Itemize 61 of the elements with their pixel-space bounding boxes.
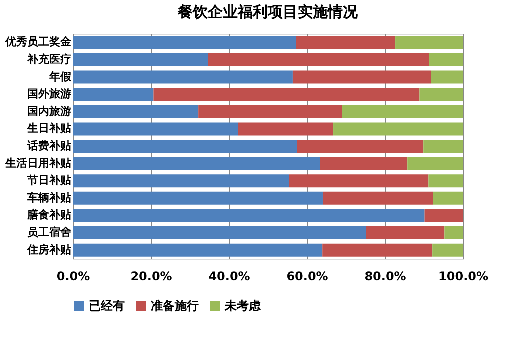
x-tick-label: 0.0% [56,270,90,284]
bar [408,157,463,170]
bar [322,244,433,257]
bar [73,122,238,136]
bar [396,36,463,50]
bar [420,88,463,102]
bar [444,226,463,240]
bar [73,105,199,118]
bar [73,70,293,84]
y-tick-label: 生日补贴 [26,122,72,136]
y-tick-label: 车辆补贴 [26,191,72,204]
legend-label: 准备施行 [151,299,199,313]
bar [366,226,445,240]
chart-title: 餐饮企业福利项目实施情况 [177,3,359,21]
y-tick-label: 优秀员工奖金 [4,36,72,49]
bar [73,36,296,50]
y-tick-label: 年假 [48,70,72,84]
y-tick-label: 节日补贴 [26,174,72,188]
bar [432,244,463,257]
y-tick-label: 国内旅游 [28,104,72,118]
y-tick-label: 住房补贴 [26,243,72,256]
bar [73,226,366,240]
bar [322,192,434,205]
y-tick-label: 补充医疗 [26,52,72,66]
legend-label: 已经有 [89,299,125,313]
bar [73,174,290,188]
x-tick-label: 100.0% [438,270,488,284]
x-tick-label: 60.0% [286,270,328,284]
bar [73,192,323,205]
bar [73,53,208,66]
bar [154,88,420,102]
bar [424,209,463,222]
bar [320,157,408,170]
bar [292,70,432,84]
bar [429,53,463,66]
y-tick-label: 员工宿舍 [28,226,72,240]
bar [73,244,323,257]
y-tick-label: 膳食补贴 [26,208,72,222]
bar [431,70,463,84]
bar [73,209,425,222]
y-tick-label: 生活日用补贴 [4,156,72,170]
bar [342,105,463,118]
bar [208,53,430,66]
bar [428,174,463,188]
bar [238,122,334,136]
bar [424,140,463,153]
bar [289,174,429,188]
bar [297,140,424,153]
bar [73,140,298,153]
y-tick-label: 国外旅游 [28,88,72,101]
legend-label: 未考虑 [224,299,262,313]
y-tick-label: 话费补贴 [26,140,72,152]
x-tick-label: 80.0% [364,270,406,284]
x-tick-label: 40.0% [208,270,250,284]
bar [334,122,463,136]
bar [198,105,342,118]
bar [296,36,396,50]
bar [433,192,463,205]
bar [73,88,154,102]
bar [73,157,320,170]
x-tick-label: 20.0% [130,270,172,284]
